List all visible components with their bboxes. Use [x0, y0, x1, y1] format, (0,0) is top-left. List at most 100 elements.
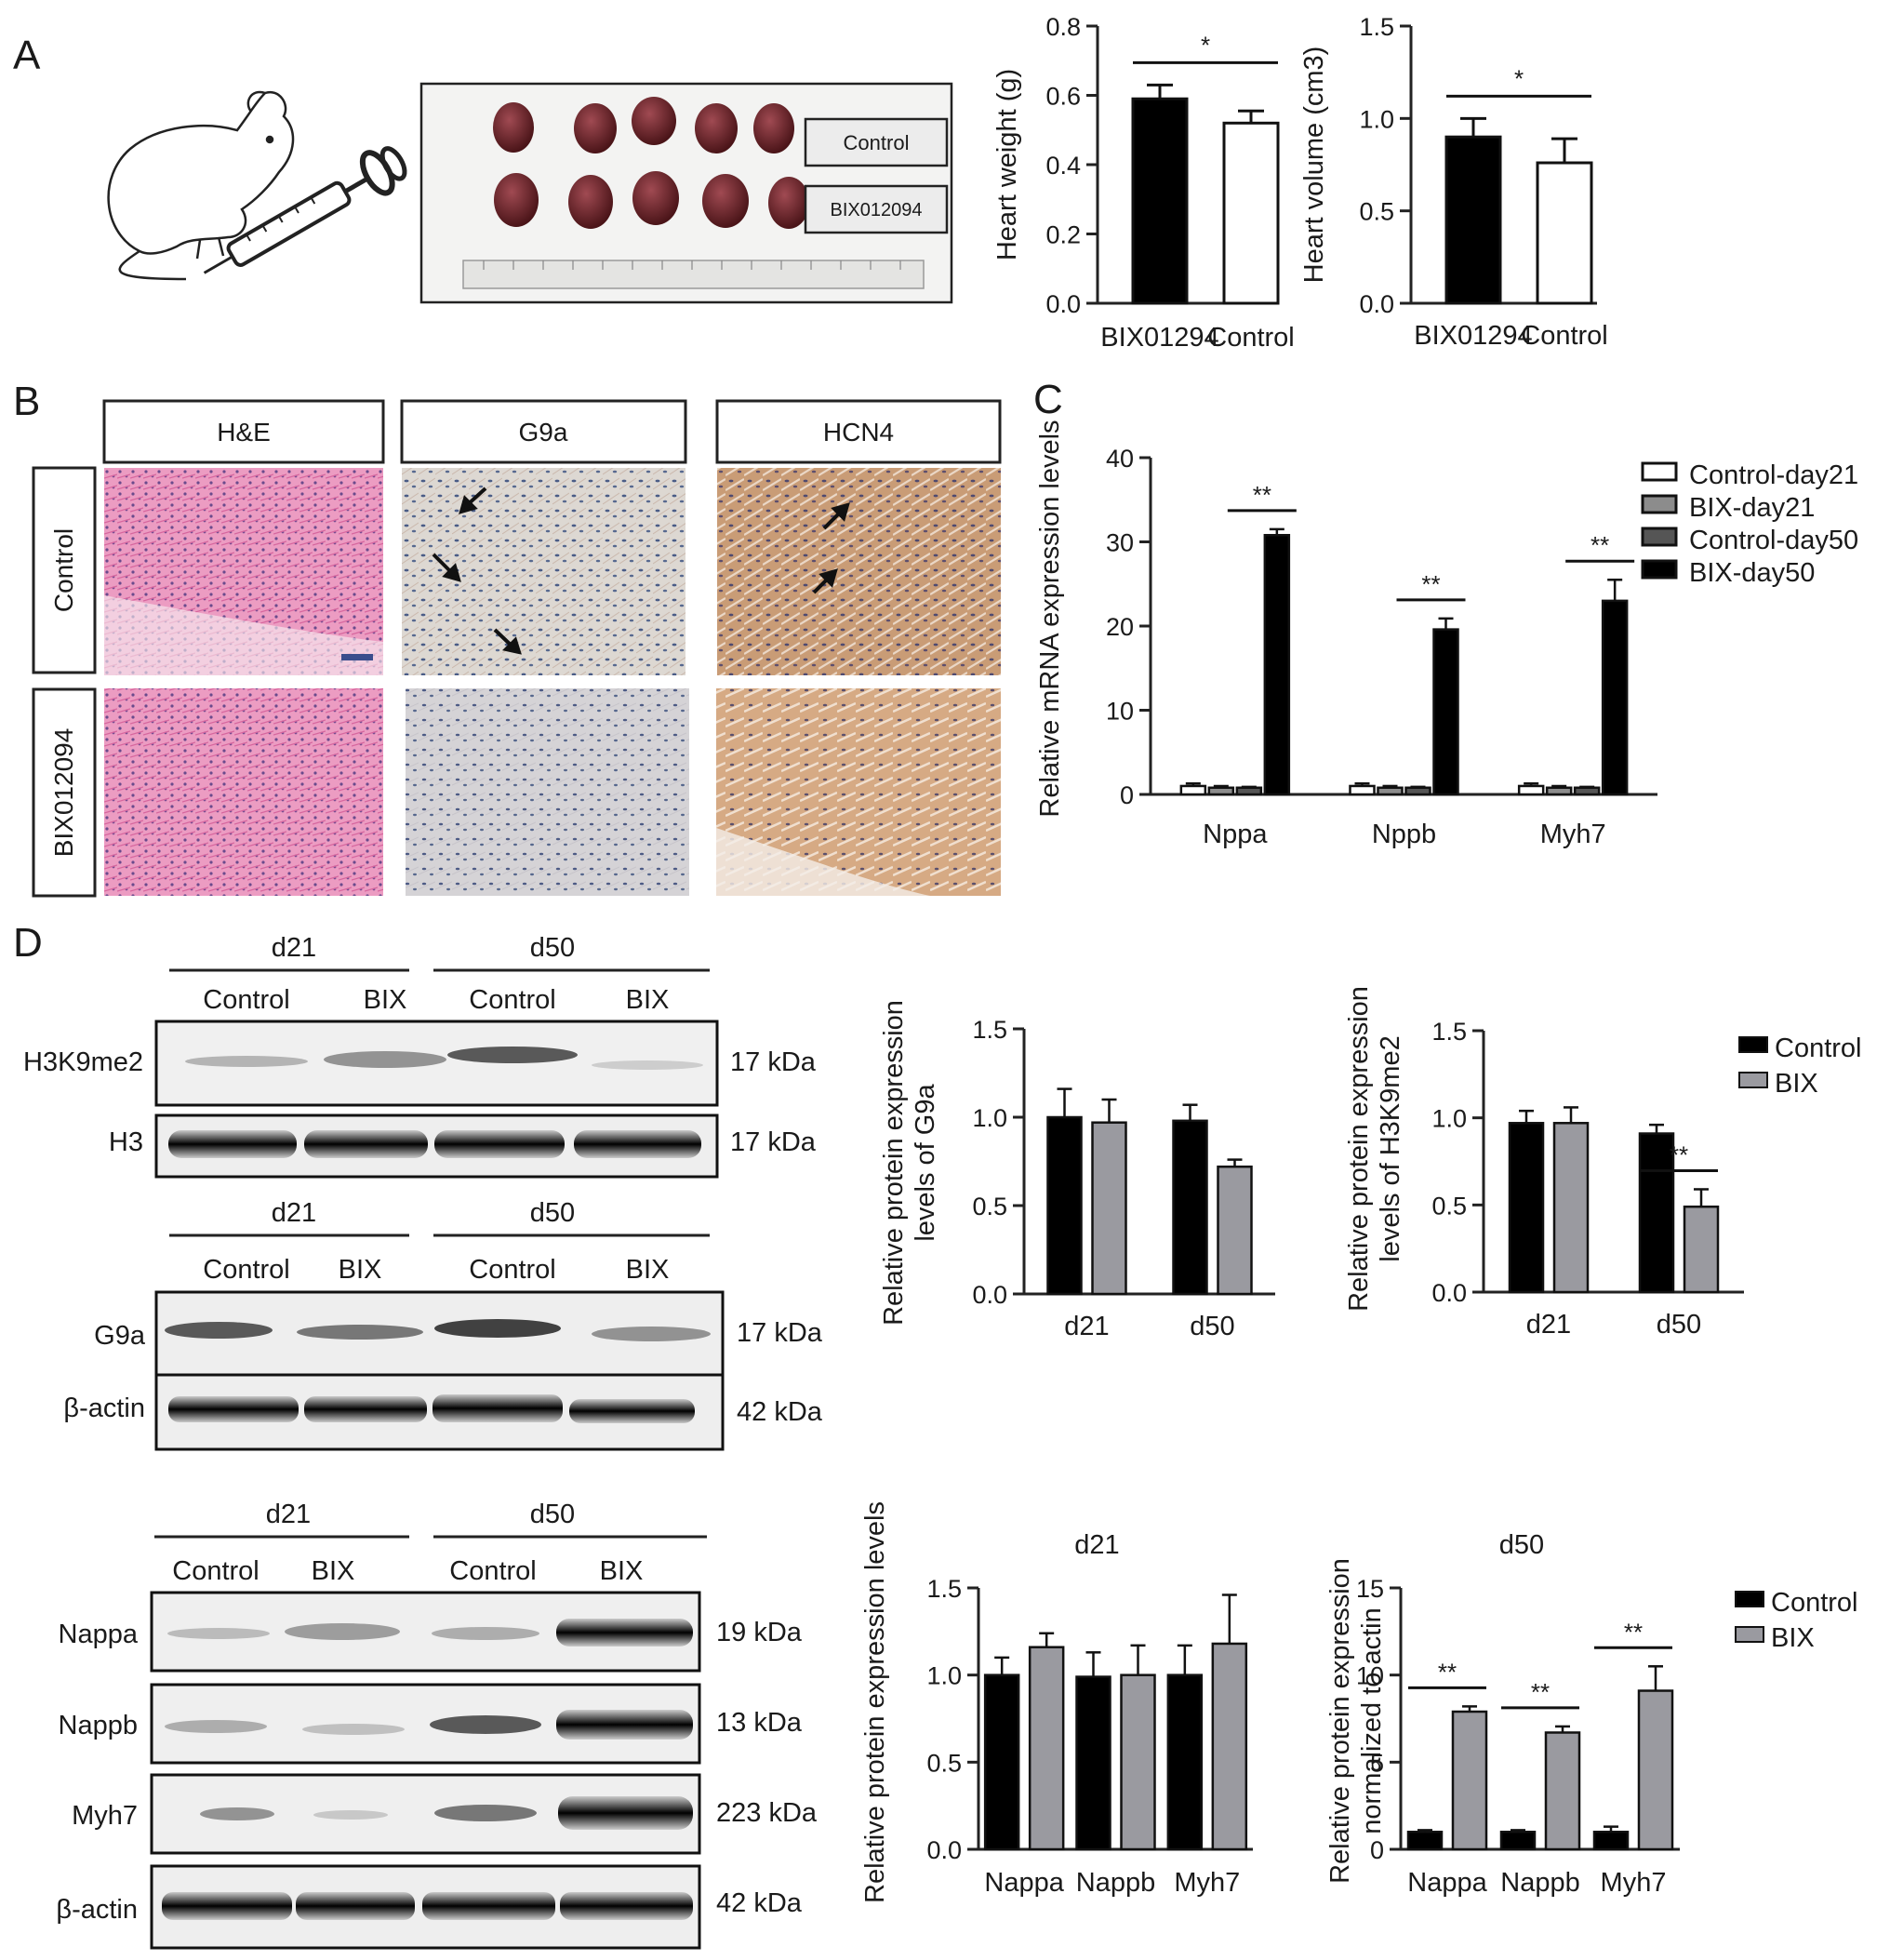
lane-label: BIX [626, 1255, 670, 1285]
lane-label: BIX [339, 1255, 382, 1285]
lane-label: BIX [312, 1556, 355, 1586]
row-header-bix: BIX012094 [49, 728, 78, 858]
chart-heart-weight: 0.0 0.2 0.4 0.6 0.8 Heart weight (g) BIX01294C… [992, 13, 1295, 353]
legend-d50: Control BIX [1735, 1588, 1858, 1653]
y-tick-label: 0.5 [972, 1193, 1007, 1220]
row-header-box-control [32, 466, 97, 674]
legend-swatch [1735, 1626, 1764, 1643]
legend-swatch [1641, 527, 1678, 547]
ruler-ticks [483, 260, 901, 270]
blot-group-3: d21 d50 Control BIX Control BIX Nappa 19… [56, 1500, 818, 1950]
y-tick-label: 15 [1356, 1575, 1384, 1603]
kda-label: 19 kDa [716, 1618, 803, 1647]
y-tick-label: 1.5 [926, 1575, 962, 1603]
y-tick-label: 1.5 [1359, 13, 1394, 41]
x-tick-label: Nappb [1500, 1868, 1579, 1898]
significance-label: * [1201, 31, 1210, 59]
y-axis-label: Relative protein expressionlevels of H3K… [1344, 986, 1405, 1312]
bar [1263, 534, 1291, 796]
bar [1028, 1646, 1065, 1851]
y-tick-label: 5 [1370, 1749, 1384, 1777]
x-tick-label: Nppb [1372, 820, 1436, 849]
y-tick-label: 0.0 [972, 1281, 1007, 1309]
lane-label: Control [203, 1255, 290, 1285]
legend-label: Control-day21 [1689, 460, 1858, 490]
bar [1499, 1831, 1537, 1851]
mouse-with-syringe-icon [107, 90, 407, 281]
legend-swatch [1641, 494, 1678, 514]
y-tick-label: 1.5 [1431, 1018, 1467, 1046]
lane-label: BIX [364, 985, 407, 1015]
significance-label: ** [1438, 1658, 1457, 1686]
significance-label: * [1514, 64, 1524, 92]
chart-g9a-protein: 0.0 0.5 1.0 1.5 Relative protein expressionl… [879, 1000, 1275, 1341]
blot-row-label: H3 [109, 1127, 143, 1157]
kda-label: 17 kDa [730, 1047, 817, 1077]
x-tick-label: Myh7 [1540, 820, 1606, 849]
blot-row-label: Nappb [59, 1711, 138, 1740]
kda-label: 13 kDa [716, 1708, 803, 1738]
legend-label: Control-day50 [1689, 526, 1858, 555]
y-tick-label: 0 [1370, 1836, 1384, 1864]
legend-label: Control [1771, 1588, 1858, 1618]
blot-group-2: d21 d50 Control BIX Control BIX G9a 17 k… [63, 1198, 823, 1451]
bar [1573, 786, 1601, 796]
y-tick-label: 40 [1106, 445, 1134, 473]
histology-grid: H&E G9a HCN4 Control BIX012094 [32, 399, 1002, 898]
significance-label: ** [1421, 570, 1440, 598]
bar [1211, 1642, 1248, 1851]
bar [1683, 1205, 1720, 1294]
chart-title: d50 [1499, 1530, 1544, 1560]
micrograph-he-bix [104, 688, 383, 896]
bar [1517, 784, 1545, 796]
bar [1120, 1673, 1156, 1851]
bar [1404, 786, 1431, 796]
arrow-icon [812, 502, 850, 594]
bar [1235, 786, 1263, 796]
legend-swatch [1738, 1036, 1768, 1053]
legend-label: BIX [1775, 1069, 1818, 1099]
y-tick-label: 1.0 [1359, 105, 1394, 133]
kda-label: 17 kDa [730, 1127, 817, 1157]
blot-row-label: Nappa [59, 1620, 139, 1649]
lane-label: BIX [626, 985, 670, 1015]
micrograph-hcn4-control [717, 468, 1001, 675]
legend-h3k9me2: Control BIX [1738, 1033, 1862, 1099]
blot-row-label: Myh7 [72, 1801, 138, 1831]
y-axis-label: Heart weight (g) [992, 69, 1022, 260]
bar [1637, 1689, 1674, 1851]
chart-d21-protein: 0.0 0.5 1.0 1.5 Relative protein expression … [860, 1501, 1253, 1903]
photo-label-control: Control [844, 131, 910, 154]
y-tick-label: 0.0 [926, 1836, 962, 1864]
x-tick-label: d50 [1657, 1310, 1701, 1340]
x-tick-label: Nappa [984, 1868, 1064, 1898]
blot-row-label: β-actin [56, 1895, 138, 1925]
y-tick-label: 0.4 [1045, 152, 1081, 180]
timepoint-d21: d21 [272, 1198, 316, 1228]
y-tick-label: 1.0 [972, 1104, 1007, 1132]
legend-label: BIX-day21 [1689, 493, 1815, 523]
significance-label: ** [1253, 481, 1271, 509]
chart-mrna: 0 10 20 30 40 Relative mRNA expression levels… [1035, 420, 1657, 849]
y-tick-label: 0.5 [1359, 198, 1394, 226]
x-tick-label: Myh7 [1174, 1868, 1240, 1898]
column-header-box-he [102, 399, 385, 464]
y-tick-label: 0.6 [1045, 83, 1081, 111]
lane-label: Control [449, 1556, 537, 1586]
legend-swatch [1641, 461, 1678, 482]
x-tick-label: d21 [1526, 1310, 1571, 1340]
bar [1091, 1121, 1127, 1296]
row-header-control: Control [49, 528, 78, 612]
legend-label: BIX [1771, 1623, 1815, 1653]
y-tick-label: 1.0 [1431, 1105, 1467, 1133]
timepoint-d50: d50 [530, 1500, 575, 1529]
y-tick-label: 0.2 [1045, 221, 1081, 249]
x-tick-label: Control [1207, 323, 1295, 353]
y-tick-label: 20 [1106, 613, 1134, 641]
significance-label: ** [1591, 531, 1609, 559]
panel-letter-d: D [13, 920, 43, 966]
lane-label: BIX [600, 1556, 644, 1586]
